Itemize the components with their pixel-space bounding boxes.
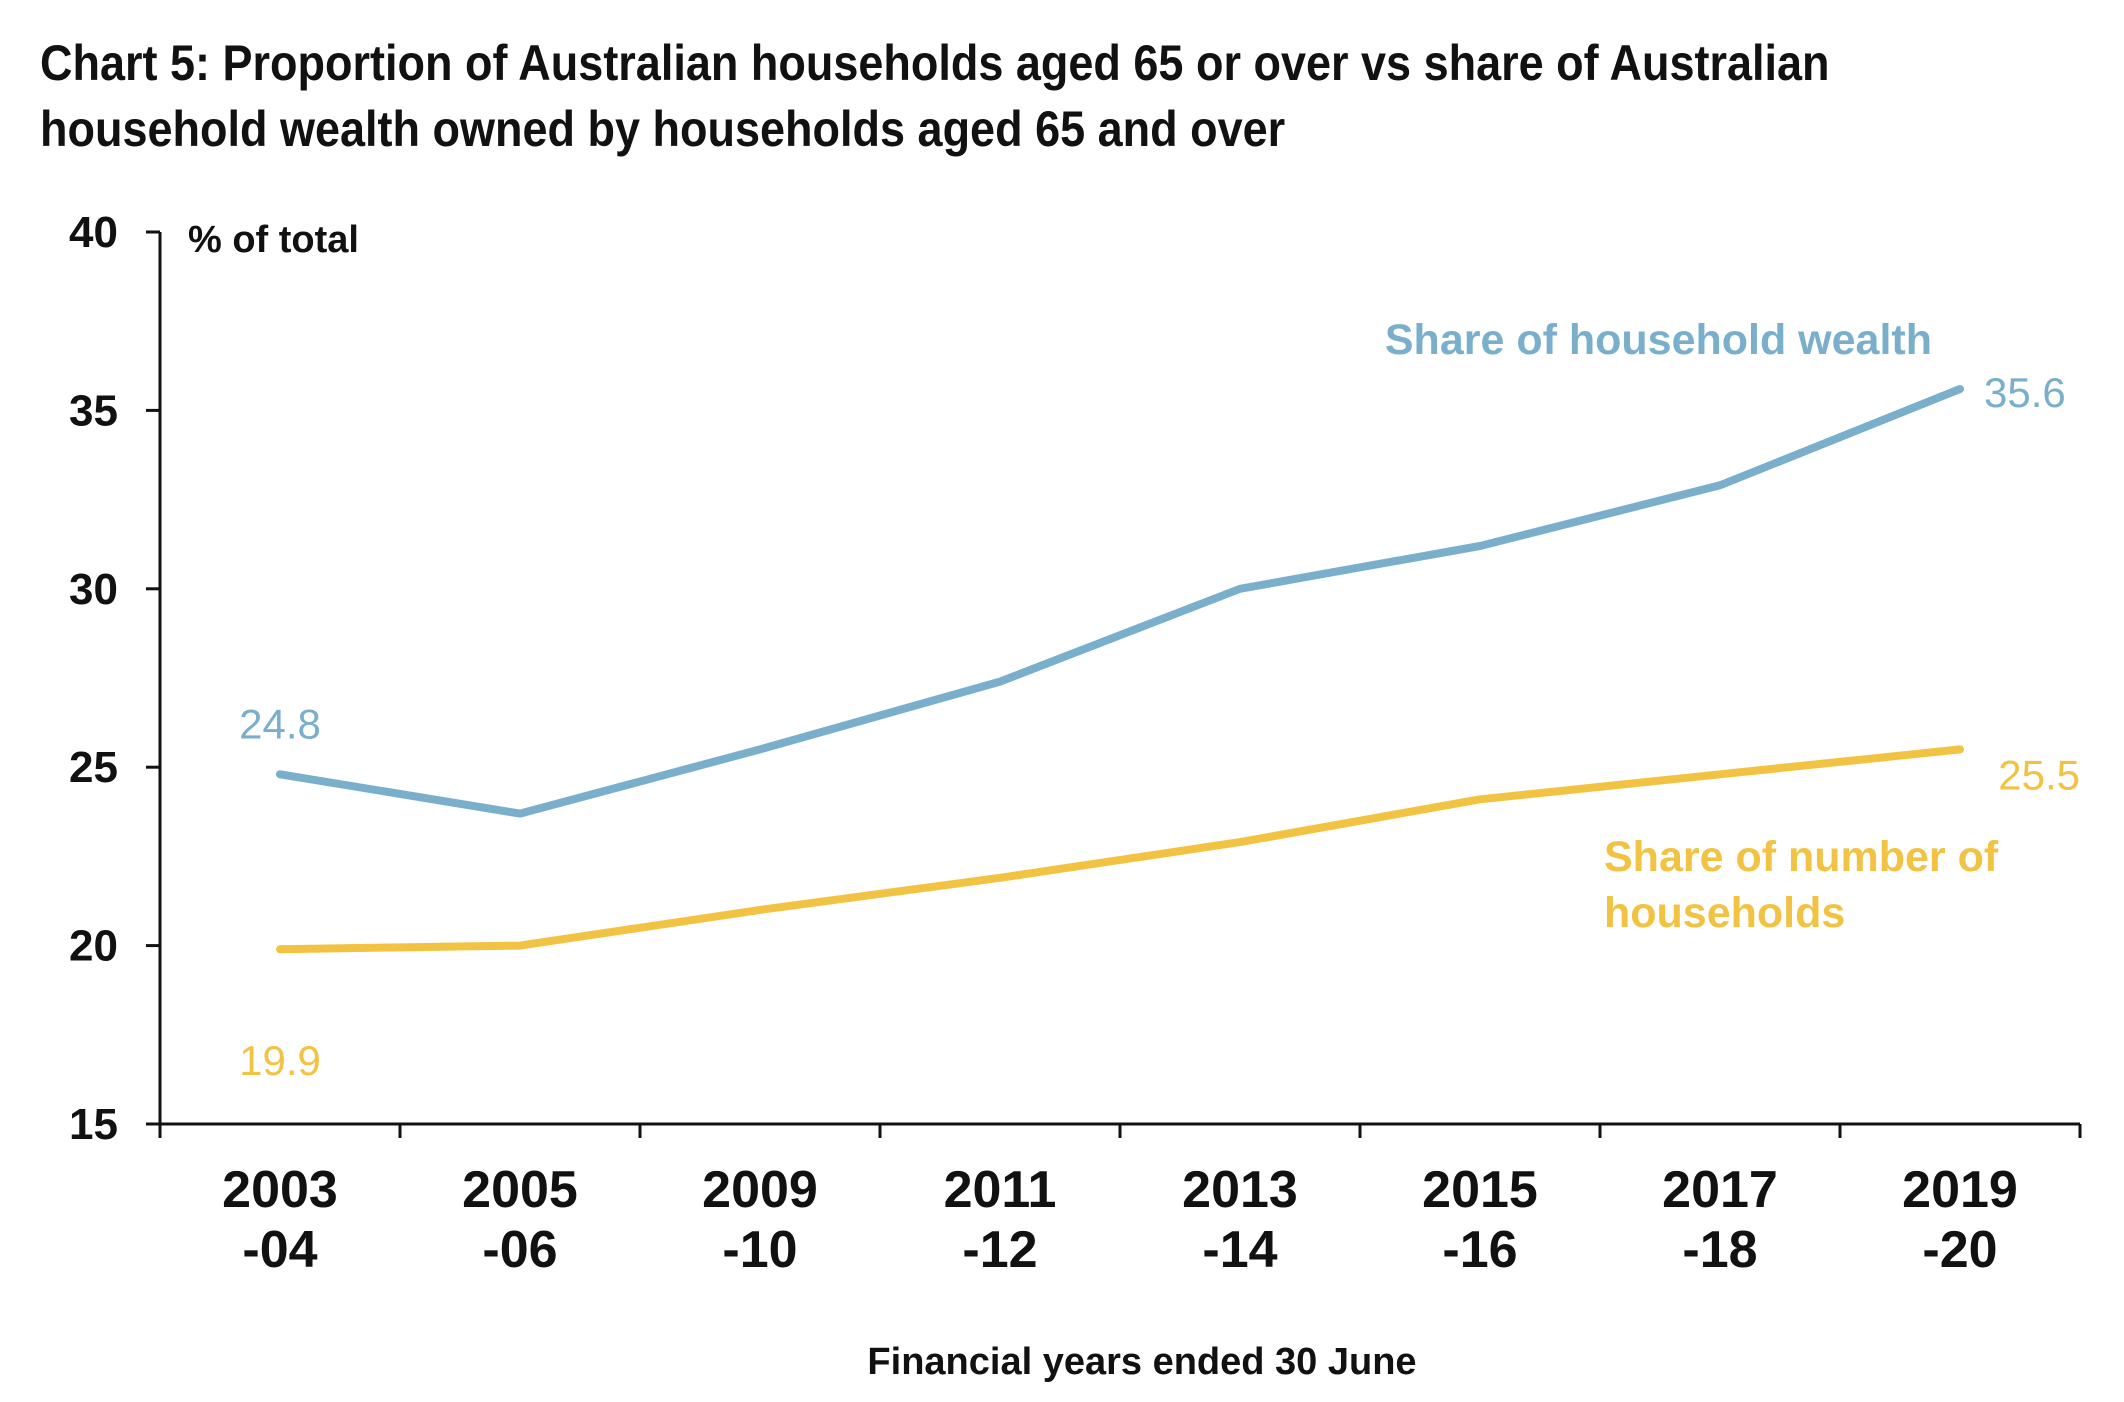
data-label: 25.5 xyxy=(1998,751,2080,798)
y-tick-label: 15 xyxy=(69,1100,118,1149)
data-labels: 24.8 35.6 19.9 25.5 xyxy=(239,369,2080,1084)
y-axis-label: % of total xyxy=(188,219,359,261)
series-name-label: Share of number of households xyxy=(1604,833,1999,937)
data-label: 24.8 xyxy=(239,700,321,747)
x-axis-ticks: 2003 -04 2005 -06 2009 -10 2011 -12 2013 -14 2015-… xyxy=(158,1124,2082,1279)
series-labels: Share of household wealth Share of number… xyxy=(1385,316,1999,937)
y-tick-label: 40 xyxy=(69,208,118,257)
y-tick-label: 25 xyxy=(69,743,118,792)
y-tick-label: 30 xyxy=(69,565,118,614)
x-tick-label: 2009 -10 xyxy=(702,1161,818,1279)
x-tick-label: 2015 -16 xyxy=(1422,1161,1538,1279)
x-axis-label: Financial years ended 30 June xyxy=(867,1341,1416,1383)
data-label: 19.9 xyxy=(239,1037,321,1084)
x-tick-label: 2013 -14 xyxy=(1182,1161,1298,1279)
y-axis-ticks: 15 20 25 30 35 40 xyxy=(69,208,160,1149)
axes xyxy=(158,232,2080,1126)
data-label: 35.6 xyxy=(1984,369,2066,416)
x-tick-label: 2005 -06 xyxy=(462,1161,578,1279)
series-lines xyxy=(276,385,1964,954)
series-line-1 xyxy=(276,385,1964,818)
chart-title: Chart 5: Proportion of Australian househ… xyxy=(40,35,1830,157)
series-line-2 xyxy=(276,745,1964,954)
y-tick-label: 35 xyxy=(69,386,118,435)
x-tick-label: 2011 -12 xyxy=(944,1161,1057,1279)
x-tick-label: 2019 -20 xyxy=(1902,1161,2018,1279)
series-name-label: Share of household wealth xyxy=(1385,316,1932,364)
x-tick-label: 2017 -18 xyxy=(1662,1161,1778,1279)
y-tick-label: 20 xyxy=(69,922,118,971)
x-tick-label: 2003 -04 xyxy=(222,1161,338,1279)
